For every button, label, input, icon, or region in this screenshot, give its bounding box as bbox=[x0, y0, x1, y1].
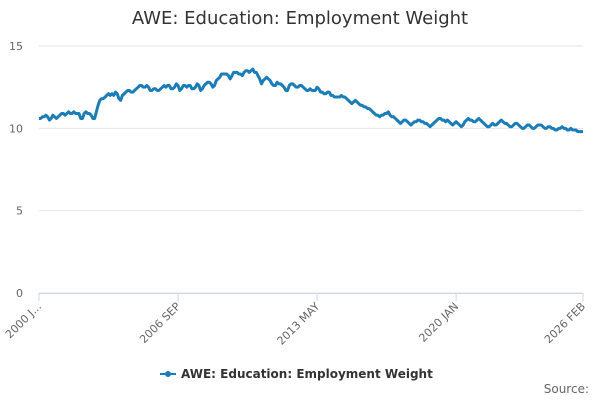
x-tick-label: 2013 MAY bbox=[275, 300, 323, 348]
y-tick-label: 15 bbox=[9, 40, 23, 53]
x-tick-label: 2000 J... bbox=[3, 300, 44, 341]
y-tick-label: 10 bbox=[9, 122, 23, 135]
y-tick-label: 5 bbox=[16, 205, 23, 218]
chart-title: AWE: Education: Employment Weight bbox=[132, 8, 468, 29]
source: Source: bbox=[544, 382, 589, 396]
x-tick-label: 2026 FEB bbox=[542, 300, 588, 346]
y-tick-label: 0 bbox=[16, 287, 23, 300]
x-tick-label: 2006 SEP bbox=[137, 300, 183, 346]
series-line bbox=[39, 67, 583, 134]
x-tick-label: 2020 JAN bbox=[416, 300, 461, 345]
legend-label: AWE: Education: Employment Weight bbox=[181, 367, 433, 381]
legend-marker bbox=[165, 371, 171, 377]
